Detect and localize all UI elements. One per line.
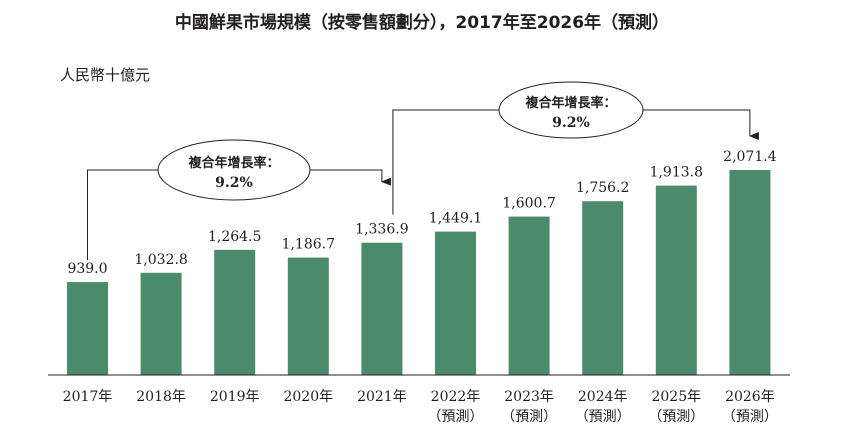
cagr-label-0: 複合年增長率： — [187, 155, 279, 171]
value-label-7: 1,756.2 — [576, 180, 629, 196]
x-tick-label-2: 2019年 — [210, 389, 260, 405]
value-label-0: 939.0 — [67, 261, 107, 277]
value-labels-group: 939.0 1,032.8 1,264.5 1,186.7 1,336.9 1,449.1… — [67, 149, 776, 277]
x-tick-label-8: 2025年 — [651, 389, 701, 405]
x-tick-note-6: （預測） — [501, 409, 557, 425]
cagr-value-0: 9.2% — [215, 175, 253, 191]
x-tick-note-5: （預測） — [428, 409, 484, 425]
bar-8 — [655, 185, 697, 375]
bar-0 — [67, 282, 108, 375]
chart-title: 中國鮮果市場規模（按零售額劃分），2017年至2026年（預測） — [175, 12, 669, 33]
x-tick-label-9: 2026年 — [725, 389, 775, 405]
value-label-5: 1,449.1 — [429, 211, 482, 227]
bar-4 — [361, 242, 403, 375]
cagr-label-1: 複合年增長率： — [524, 95, 616, 111]
x-tick-label-6: 2023年 — [504, 389, 554, 405]
x-tick-label-7: 2024年 — [578, 389, 628, 405]
value-label-8: 1,913.8 — [650, 165, 703, 181]
value-label-9: 2,071.4 — [723, 149, 777, 165]
bar-6 — [508, 216, 550, 375]
value-label-1: 1,032.8 — [134, 252, 187, 268]
x-tick-note-7: （預測） — [575, 409, 631, 425]
x-tick-label-3: 2020年 — [283, 389, 333, 405]
bars-group — [67, 170, 771, 375]
x-tick-note-8: （預測） — [648, 409, 704, 425]
bar-5 — [435, 231, 476, 375]
bar-9 — [729, 170, 771, 375]
x-tick-note-9: （預測） — [722, 409, 778, 425]
value-label-6: 1,600.7 — [502, 196, 555, 212]
cagr-value-1: 9.2% — [552, 115, 590, 131]
x-tick-label-0: 2017年 — [63, 389, 113, 405]
cagr-annotations-group: 複合年增長率： 9.2% 複合年增長率： 9.2% — [157, 81, 644, 201]
bar-1 — [140, 272, 182, 375]
bar-2 — [214, 249, 256, 375]
x-tick-label-4: 2021年 — [357, 389, 407, 405]
x-tick-labels-group: 2017年 2018年 2019年 2020年 2021年 2022年 （預測） 2023年 （… — [63, 389, 778, 425]
value-label-4: 1,336.9 — [355, 222, 408, 238]
cagr-ellipse-1 — [498, 81, 644, 139]
x-tick-label-5: 2022年 — [431, 389, 481, 405]
bar-7 — [582, 201, 624, 375]
bar-3 — [287, 257, 329, 375]
value-label-2: 1,264.5 — [208, 229, 261, 245]
y-axis-unit-label: 人民幣十億元 — [60, 66, 150, 84]
cagr-ellipse-0 — [157, 139, 311, 201]
x-tick-label-1: 2018年 — [136, 389, 186, 405]
value-label-3: 1,186.7 — [282, 237, 335, 253]
